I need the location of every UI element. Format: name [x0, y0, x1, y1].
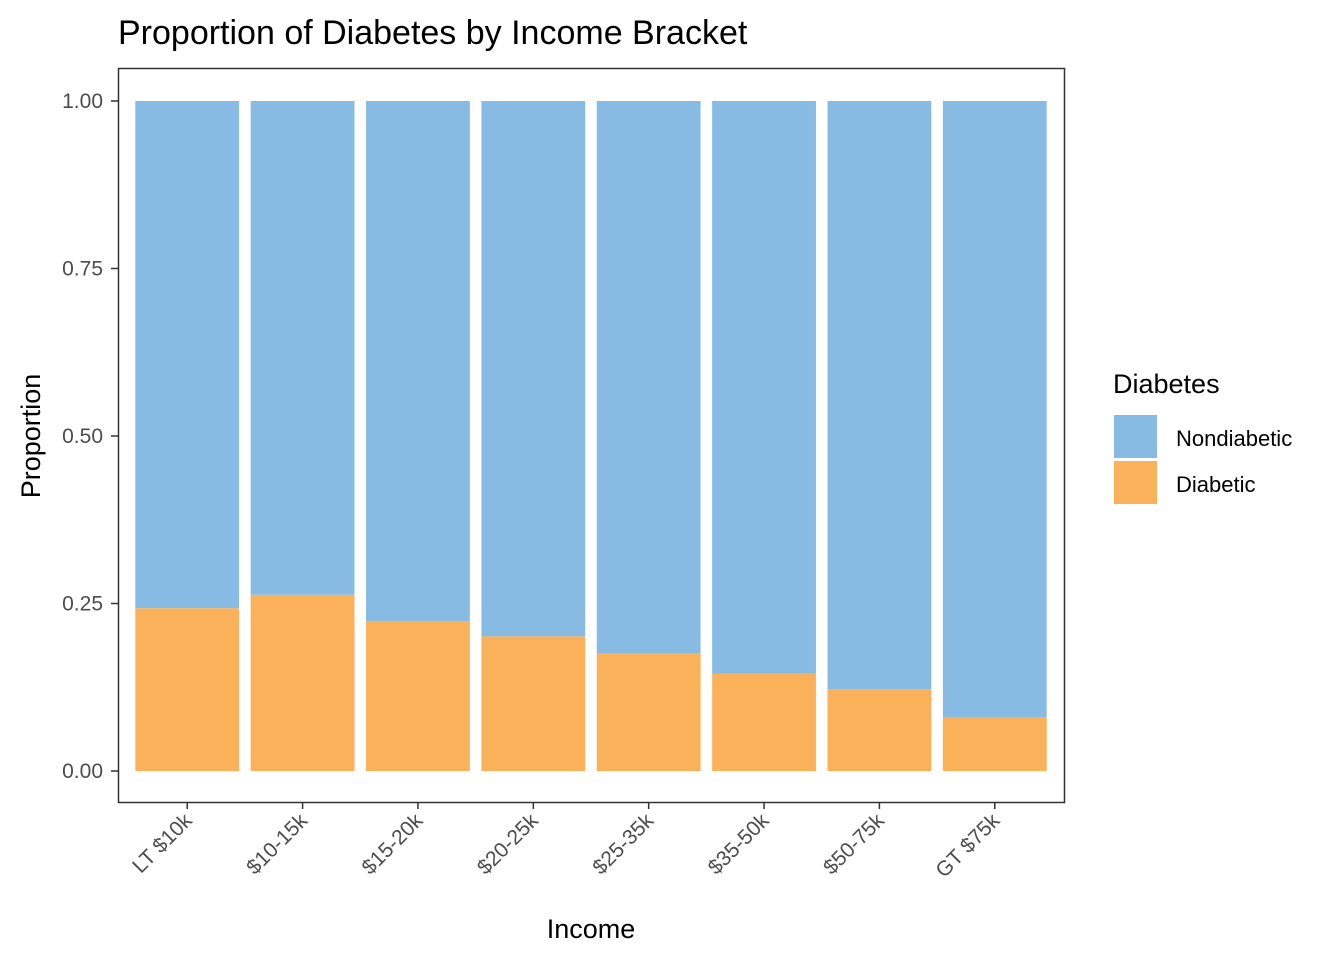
- x-axis-title: Income: [547, 914, 636, 944]
- y-tick-label: 0.75: [62, 258, 103, 281]
- bar-nondiabetic-7: [942, 101, 1047, 718]
- legend-label-nondiabetic: Nondiabetic: [1176, 426, 1292, 451]
- legend-label-diabetic: Diabetic: [1176, 472, 1255, 497]
- x-tick-label: $20-25k: [473, 809, 543, 879]
- legend-key-diabetic: [1114, 461, 1157, 504]
- bar-nondiabetic-2: [366, 101, 470, 621]
- y-tick-label: 0.00: [62, 760, 103, 783]
- bar-diabetic-4: [596, 653, 701, 771]
- bar-diabetic-0: [135, 608, 240, 771]
- y-tick-label: 1.00: [62, 90, 103, 113]
- bar-diabetic-6: [827, 689, 932, 771]
- x-tick-label: $10-15k: [242, 809, 312, 879]
- x-axis: LT $10k $10-15k $15-20k $20-25k $25-35k $35-5…: [128, 802, 1005, 882]
- bar-diabetic-5: [712, 673, 816, 771]
- bar-nondiabetic-5: [712, 101, 816, 674]
- legend: Diabetes Nondiabetic Diabetic: [1113, 369, 1292, 504]
- x-tick-label: $15-20k: [358, 809, 428, 879]
- y-axis: 0.00 0.25 0.50 0.75 1.00: [62, 90, 118, 783]
- bar-nondiabetic-4: [596, 101, 701, 654]
- bar-nondiabetic-1: [250, 101, 355, 595]
- bar-nondiabetic-6: [827, 101, 932, 690]
- y-tick-label: 0.25: [62, 593, 103, 616]
- plot-panel-border: [117, 67, 1066, 804]
- chart-title: Proportion of Diabetes by Income Bracket: [118, 14, 748, 52]
- x-tick-label: $25-35k: [588, 809, 658, 879]
- bar-nondiabetic-0: [135, 101, 240, 609]
- x-tick-label: $50-75k: [819, 809, 889, 879]
- bar-diabetic-3: [481, 636, 586, 771]
- legend-key-nondiabetic: [1114, 415, 1157, 458]
- legend-title: Diabetes: [1113, 369, 1220, 399]
- x-tick-label: $35-50k: [704, 809, 774, 879]
- bars-layer: [135, 101, 1047, 771]
- bar-nondiabetic-3: [481, 101, 586, 637]
- y-tick-label: 0.50: [62, 425, 103, 448]
- x-tick-label: LT $10k: [128, 809, 197, 878]
- y-axis-title: Proportion: [16, 374, 46, 499]
- bar-diabetic-1: [250, 594, 355, 771]
- bar-diabetic-7: [942, 717, 1047, 771]
- bar-diabetic-2: [366, 620, 470, 771]
- x-tick-label: GT $75k: [931, 809, 1004, 882]
